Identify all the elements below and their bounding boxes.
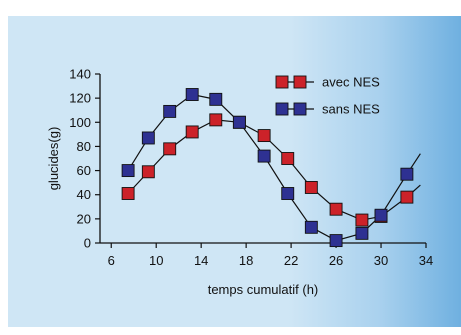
data-point (400, 190, 414, 204)
x-tick-label: 6 (108, 253, 115, 268)
data-point (185, 88, 199, 101)
data-point (400, 167, 414, 181)
y-tick-label: 60 (77, 163, 91, 178)
x-tick-label: 14 (194, 253, 208, 268)
legend-item: sans NES (275, 102, 380, 117)
x-tick-label: 22 (284, 253, 298, 268)
legend-marker (293, 75, 307, 89)
legend-item: avec NES (275, 75, 380, 90)
data-point (281, 187, 295, 200)
data-point (141, 131, 155, 145)
x-axis-label: temps cumulatif (h) (208, 282, 319, 297)
data-point (374, 208, 388, 222)
data-point (355, 226, 369, 240)
data-point (209, 92, 223, 106)
series-line (127, 119, 421, 221)
y-axis-label: glucides(g) (46, 127, 61, 191)
legend-marker (293, 102, 307, 116)
data-point (163, 104, 177, 118)
x-tick-label: 18 (239, 253, 253, 268)
axes: 0 20 40 60 80 100 120 140 6 10 14 18 22 26 30 34 (69, 67, 433, 269)
x-tick-label: 10 (149, 253, 163, 268)
y-tick-label: 140 (69, 67, 91, 82)
y-tick-label: 20 (77, 211, 91, 226)
data-point (329, 234, 343, 248)
data-point (304, 181, 318, 194)
chart-frame: 0 20 40 60 80 100 120 140 6 10 14 18 22 26 30 34 avec N… (8, 16, 461, 327)
x-tick-label: 26 (329, 253, 343, 268)
series-1 (121, 88, 421, 248)
x-tick-label: 30 (374, 253, 388, 268)
data-point (121, 164, 135, 178)
legend: avec NES sans NES (275, 75, 380, 117)
data-point (185, 125, 199, 139)
data-point (304, 220, 318, 234)
series-layer (121, 88, 421, 248)
legend-label: sans NES (322, 102, 380, 117)
data-point (121, 187, 135, 200)
legend-marker (275, 102, 289, 116)
data-point (281, 152, 295, 165)
data-point (257, 129, 271, 143)
y-tick-label: 120 (69, 91, 91, 106)
data-point (163, 142, 177, 156)
data-point (355, 213, 369, 227)
legend-label: avec NES (322, 75, 380, 90)
y-tick-label: 40 (77, 187, 91, 202)
data-point (232, 115, 246, 129)
line-chart: 0 20 40 60 80 100 120 140 6 10 14 18 22 26 30 34 avec N… (46, 67, 433, 298)
data-point (329, 202, 343, 216)
data-point (141, 165, 155, 179)
data-point (257, 149, 271, 163)
y-tick-label: 0 (84, 236, 91, 251)
y-tick-label: 100 (69, 115, 91, 130)
data-point (209, 113, 223, 127)
y-tick-label: 80 (77, 139, 91, 154)
legend-marker (275, 75, 289, 89)
x-tick-label: 34 (419, 253, 433, 268)
